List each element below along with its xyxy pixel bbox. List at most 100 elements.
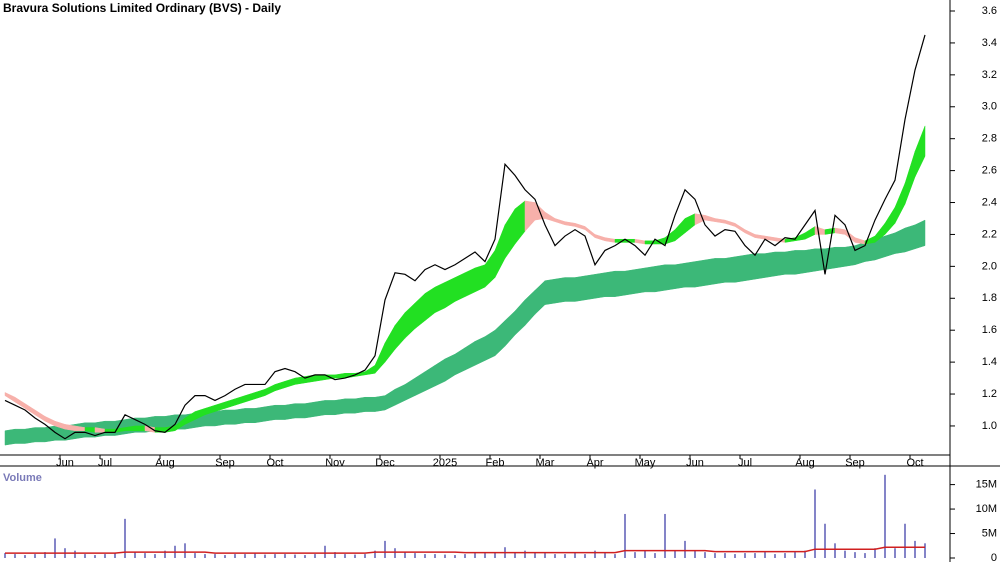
x-tick-label: Jun: [686, 457, 704, 469]
long-band: [734, 254, 746, 283]
short-band: [464, 267, 476, 298]
short-band: [474, 264, 486, 293]
volume-bar: [214, 554, 216, 558]
volume-bar: [894, 548, 896, 558]
volume-bar: [204, 554, 206, 558]
volume-bar: [814, 489, 816, 558]
long-band: [244, 408, 256, 424]
x-tick-label: Apr: [586, 457, 603, 469]
volume-bar: [294, 554, 296, 558]
long-band: [624, 269, 636, 296]
x-tick-label: Aug: [795, 457, 815, 469]
volume-bar: [184, 543, 186, 558]
long-band: [274, 404, 286, 420]
volume-title: Volume: [3, 472, 42, 484]
volume-bar: [514, 552, 516, 558]
volume-bar: [34, 554, 36, 558]
volume-bar: [914, 540, 916, 558]
volume-bar: [794, 552, 796, 558]
volume-bar: [84, 554, 86, 558]
x-tick-label: Jun: [56, 457, 74, 469]
volume-bar: [694, 550, 696, 558]
volume-bar: [124, 518, 126, 558]
volume-bar: [564, 554, 566, 558]
short-band: [134, 425, 146, 431]
volume-bar: [244, 554, 246, 558]
short-band: [434, 281, 446, 314]
long-band: [834, 246, 846, 269]
volume-bar: [804, 550, 806, 558]
long-band: [554, 277, 566, 304]
volume-bar: [614, 554, 616, 558]
price-line: [4, 34, 926, 440]
volume-bar: [714, 553, 716, 558]
long-band: [904, 224, 916, 253]
long-band: [724, 256, 736, 283]
long-band: [644, 266, 656, 293]
volume-bar: [754, 553, 756, 558]
x-tick-label: Jul: [738, 457, 752, 469]
volume-bar: [594, 550, 596, 558]
long-band: [324, 400, 336, 416]
long-band: [634, 267, 646, 294]
y-tick-label: 1.2: [982, 388, 997, 400]
volume-bar: [134, 552, 136, 558]
volume-bar: [54, 538, 56, 558]
long-band: [374, 395, 386, 412]
long-band: [794, 250, 806, 275]
volume-bar: [644, 550, 646, 558]
volume-bar: [774, 554, 776, 558]
volume-bar: [474, 553, 476, 558]
volume-bar: [844, 550, 846, 558]
volume-bar: [414, 553, 416, 558]
volume-bar: [234, 554, 236, 558]
long-band: [604, 270, 616, 297]
volume-bar: [764, 552, 766, 558]
long-band: [264, 404, 276, 422]
long-band: [364, 396, 376, 412]
long-band: [654, 264, 666, 293]
volume-bar: [544, 553, 546, 558]
y-tick-label: 2.4: [982, 196, 997, 208]
short-band: [914, 125, 926, 178]
long-band: [674, 262, 686, 289]
long-band: [344, 398, 356, 414]
volume-bar: [434, 554, 436, 558]
y-tick-label: 1.0: [982, 420, 997, 432]
volume-bar: [464, 554, 466, 558]
x-tick-label: Sep: [215, 457, 235, 469]
long-band: [754, 253, 766, 280]
volume-bar: [634, 552, 636, 558]
volume-bar: [334, 552, 336, 558]
volume-bar: [74, 550, 76, 558]
long-band: [584, 274, 596, 301]
long-band: [784, 250, 796, 275]
volume-bar: [284, 554, 286, 558]
volume-average: [5, 546, 925, 554]
volume-bar: [94, 555, 96, 558]
x-tick-label: Nov: [325, 457, 345, 469]
y-tick-label: 2.8: [982, 133, 997, 145]
x-tick-label: 2025: [433, 457, 457, 469]
volume-bar: [834, 543, 836, 558]
volume-bar: [364, 554, 366, 558]
volume-bar: [264, 554, 266, 558]
volume-bar: [14, 554, 16, 558]
volume-bar: [654, 553, 656, 558]
volume-bar: [744, 553, 746, 558]
volume-tick-label: 5M: [982, 527, 997, 539]
volume-tick-label: 10M: [976, 503, 997, 515]
y-tick-label: 2.0: [982, 260, 997, 272]
long-band: [914, 219, 926, 250]
long-band: [314, 400, 326, 417]
x-tick-label: Oct: [266, 457, 283, 469]
y-tick-label: 2.6: [982, 165, 997, 177]
y-tick-label: 3.2: [982, 69, 997, 81]
long-band: [664, 264, 676, 291]
x-tick-label: Aug: [155, 457, 175, 469]
volume-bar: [584, 554, 586, 558]
long-band: [234, 408, 246, 425]
volume-bar: [554, 554, 556, 558]
